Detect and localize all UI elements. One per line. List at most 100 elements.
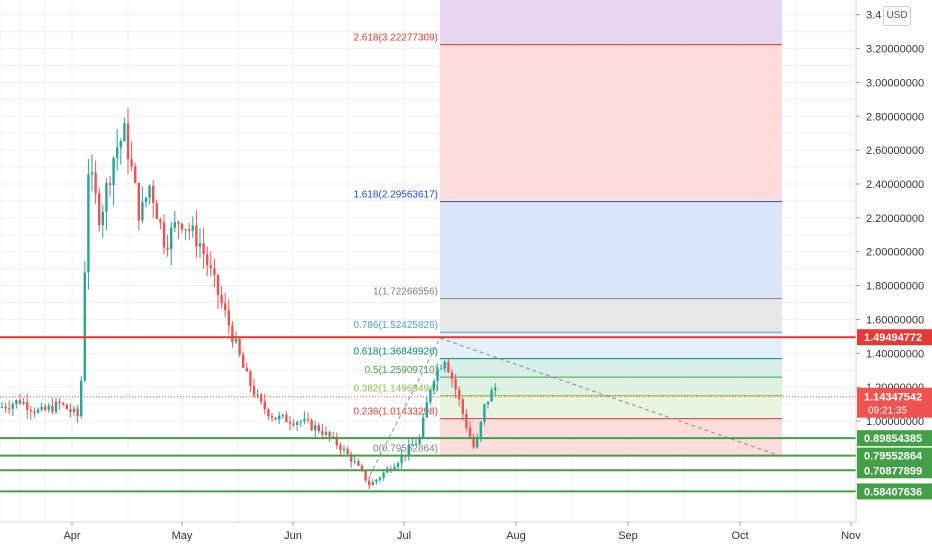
price-tick-label: 2.00000000: [866, 247, 924, 259]
horizontal-levels[interactable]: [0, 336, 856, 493]
time-tick-label: Jun: [284, 530, 302, 542]
candle-body: [450, 372, 454, 380]
candle-body: [141, 202, 144, 221]
candle-body: [11, 404, 14, 410]
currency-badge[interactable]: USD: [883, 6, 911, 26]
price-badge: [857, 483, 932, 500]
candle-body: [137, 182, 140, 221]
candle-body: [26, 402, 29, 410]
candle-body: [339, 445, 342, 451]
time-axis[interactable]: Apr May Jun Jul Aug Sep Oct Nov: [0, 521, 861, 550]
candle-body: [458, 389, 461, 400]
time-tick-label: Oct: [731, 530, 748, 542]
candle-body: [72, 408, 76, 413]
candle-body: [8, 408, 11, 410]
candle-body: [209, 265, 212, 269]
candle-body: [47, 405, 50, 410]
fib-zone: [440, 0, 782, 45]
fib-level-label: 0.786(1.52425826): [353, 320, 438, 331]
candle-body: [65, 404, 68, 410]
price-tick-label: 3.00000000: [866, 77, 924, 89]
last-price-label: 1.14347542: [864, 392, 922, 404]
trend-line: [439, 337, 783, 458]
candle-body: [33, 411, 36, 413]
fib-level-label: 0.382(1.14969494): [353, 384, 438, 395]
candle-body: [159, 219, 162, 223]
fibonacci-extension[interactable]: 2.618(3.22277309) 1.618(2.29563617) 1(1.72…: [353, 0, 782, 457]
candle-body: [148, 185, 151, 198]
fib-zone: [440, 298, 782, 333]
time-tick-label: Nov: [841, 530, 861, 542]
fib-zone: [440, 377, 782, 396]
candle-body: [51, 405, 54, 412]
candle-body: [170, 227, 173, 250]
countdown-label: 09:21:35: [868, 406, 907, 417]
fib-level-label: 1(1.72266556): [373, 287, 438, 298]
candle-body: [303, 418, 306, 422]
candle-body: [382, 472, 385, 478]
candle-body: [69, 409, 72, 413]
price-tick-label: 3.4: [866, 10, 881, 22]
fib-zone: [440, 395, 782, 419]
candle-body: [87, 174, 90, 273]
fib-zone: [440, 44, 782, 202]
time-tick-label: Sep: [618, 530, 638, 542]
candle-body: [123, 123, 126, 142]
candle-body: [213, 268, 216, 275]
candle-body: [321, 431, 324, 435]
candle-body: [281, 414, 284, 416]
candle-body: [29, 409, 32, 412]
candle-body: [378, 477, 382, 480]
price-badge: [857, 430, 932, 447]
price-tick-label: 2.20000000: [866, 213, 924, 225]
candle-body: [306, 418, 310, 420]
candle-body: [353, 461, 356, 463]
trend-line: [369, 337, 441, 476]
candle-body: [292, 423, 295, 425]
candle-body: [270, 416, 274, 418]
candle-body: [490, 390, 493, 402]
candle-body: [0, 406, 4, 408]
candle-body: [152, 185, 155, 203]
time-tick-label: Apr: [63, 530, 80, 542]
time-axis-bg: [0, 522, 856, 550]
price-tick-label: 1.40000000: [866, 348, 924, 360]
candle-body: [429, 389, 432, 403]
candle-body: [98, 193, 101, 226]
candle-body: [447, 361, 450, 373]
candle-body: [494, 387, 497, 391]
candle-body: [195, 225, 198, 247]
time-tick-label: Aug: [506, 530, 526, 542]
candle-body: [130, 159, 133, 167]
candle-body: [238, 338, 241, 355]
candle-body: [310, 419, 313, 430]
price-tick-label: 1.60000000: [866, 314, 924, 326]
candle-body: [220, 295, 223, 304]
candle-body: [443, 361, 446, 369]
trend-lines[interactable]: [0, 337, 856, 476]
candle-body: [486, 401, 490, 405]
candle-body: [328, 431, 331, 437]
candle-body: [436, 368, 439, 382]
candle-body: [198, 243, 202, 247]
price-badge-label: 1.49494772: [864, 332, 922, 344]
candle-body: [224, 303, 227, 311]
candle-body: [191, 225, 194, 231]
candle-body: [375, 479, 378, 483]
candle-body: [314, 425, 317, 430]
price-badge: [857, 447, 932, 464]
candle-body: [332, 436, 335, 438]
candle-body: [317, 425, 320, 432]
candle-body: [126, 123, 130, 160]
candle-body: [144, 197, 148, 203]
candle-body: [400, 455, 403, 464]
candle-body: [22, 402, 25, 404]
candle-body: [40, 406, 43, 410]
price-axis[interactable]: 3.4 3.20000000 3.00000000 2.80000000 2.60000…: [855, 0, 932, 550]
candle-body: [346, 448, 349, 455]
candle-body: [422, 417, 425, 438]
candle-body: [440, 368, 443, 370]
candle-body: [461, 399, 464, 414]
price-tick-label: 2.60000000: [866, 145, 924, 157]
